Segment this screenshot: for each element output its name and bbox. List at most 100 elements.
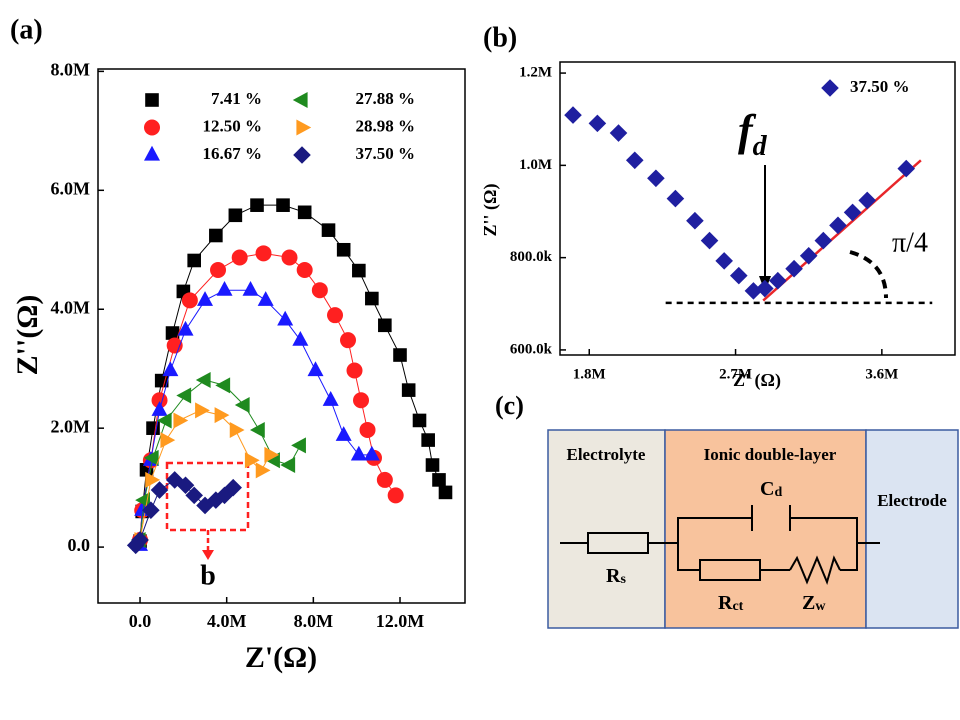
- component-label: Rct: [718, 592, 744, 615]
- y-tick-label: 1.0M: [519, 157, 552, 173]
- legend-marker: [821, 79, 839, 97]
- x-tick-label: 8.0M: [294, 611, 334, 631]
- marker: [322, 391, 339, 406]
- panel-label: (c): [495, 391, 524, 420]
- marker: [336, 242, 351, 257]
- marker: [215, 377, 231, 394]
- legend-label: 27.88 %: [356, 89, 416, 108]
- marker: [166, 337, 183, 354]
- marker: [352, 263, 366, 278]
- marker: [277, 310, 294, 326]
- zoom-label: b: [200, 560, 216, 591]
- subscript: w: [815, 599, 826, 614]
- legend-marker: [292, 92, 308, 108]
- marker: [196, 496, 214, 515]
- marker: [625, 151, 644, 170]
- marker: [412, 413, 427, 428]
- legend-label: 12.50 %: [203, 116, 263, 135]
- marker: [609, 124, 628, 142]
- marker: [715, 252, 733, 270]
- marker: [210, 261, 227, 278]
- marker: [666, 189, 685, 208]
- marker: [769, 271, 787, 290]
- marker: [234, 396, 250, 413]
- marker: [173, 412, 189, 429]
- marker: [799, 246, 818, 265]
- marker: [214, 407, 230, 424]
- marker: [744, 282, 763, 300]
- marker: [730, 266, 748, 285]
- symbol: C: [760, 478, 774, 500]
- y-tick-label: 0.0: [68, 535, 91, 555]
- marker: [151, 401, 168, 416]
- plot-frame: [559, 61, 956, 356]
- y-tick-label: 8.0M: [51, 60, 91, 80]
- angle-label: π/4: [892, 227, 928, 258]
- marker: [421, 433, 435, 447]
- marker: [146, 421, 160, 435]
- marker: [387, 487, 404, 504]
- marker: [242, 281, 259, 296]
- marker: [207, 491, 225, 509]
- marker: [307, 361, 324, 377]
- marker: [432, 473, 446, 487]
- y-axis-title: Z'' (Ω): [480, 184, 501, 237]
- marker: [858, 191, 877, 210]
- marker: [209, 228, 223, 243]
- legend-label: 16.67 %: [203, 144, 263, 163]
- component-label: Zw: [802, 592, 826, 615]
- marker: [340, 332, 357, 349]
- y-tick-label: 1.2M: [519, 65, 552, 81]
- marker: [785, 259, 803, 278]
- marker: [564, 106, 582, 124]
- marker: [365, 291, 379, 306]
- x-tick-label: 1.8M: [573, 366, 606, 382]
- marker: [359, 421, 376, 438]
- marker: [297, 205, 312, 220]
- angle-arc: [849, 250, 888, 299]
- x-tick-label: 0.0: [129, 611, 152, 631]
- y-tick-label: 600.0k: [510, 341, 553, 357]
- marker: [281, 249, 298, 266]
- y-tick-label: 2.0M: [51, 416, 91, 436]
- marker: [350, 445, 367, 461]
- marker: [425, 458, 440, 472]
- marker: [255, 462, 271, 479]
- marker: [335, 426, 352, 441]
- marker: [264, 446, 280, 463]
- fd-text: f: [738, 106, 757, 155]
- component-label: Rs: [606, 565, 626, 588]
- circuit: [560, 505, 880, 585]
- marker: [255, 245, 272, 262]
- region-label: Electrolyte: [567, 445, 646, 464]
- marker: [185, 486, 203, 505]
- marker: [224, 478, 242, 497]
- region-box: [547, 429, 666, 629]
- resistor: [699, 559, 761, 581]
- marker: [177, 320, 194, 336]
- diagram-text: Electrolyte Ionic double-layer Electrode…: [567, 445, 948, 614]
- legend-marker: [145, 93, 159, 107]
- marker: [216, 281, 233, 296]
- marker: [393, 348, 407, 362]
- x-tick-label: 12.0M: [376, 611, 425, 631]
- marker: [162, 361, 179, 377]
- zoom-box: [165, 461, 250, 532]
- region-box: [664, 429, 867, 629]
- marker: [363, 445, 380, 461]
- region-label: Ionic double-layer: [704, 445, 837, 464]
- marker: [249, 421, 265, 438]
- legend-marker: [296, 119, 312, 136]
- marker: [156, 412, 172, 429]
- marker: [195, 372, 211, 389]
- marker: [700, 231, 719, 250]
- region-label: Electrode: [877, 491, 947, 510]
- y-axis-title: Z''(Ω): [11, 295, 44, 376]
- marker: [276, 198, 290, 212]
- legend-marker: [144, 119, 160, 136]
- marker: [327, 307, 344, 324]
- marker: [176, 476, 195, 495]
- marker: [291, 437, 306, 454]
- marker: [346, 362, 363, 379]
- marker: [321, 223, 336, 237]
